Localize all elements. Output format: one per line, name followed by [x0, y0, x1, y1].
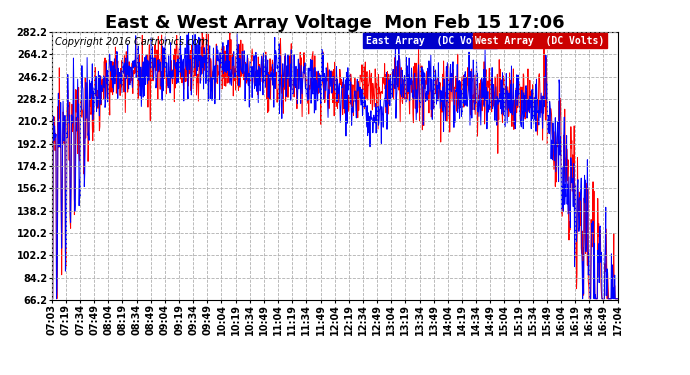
Text: East Array  (DC Volts): East Array (DC Volts) [366, 36, 495, 46]
Title: East & West Array Voltage  Mon Feb 15 17:06: East & West Array Voltage Mon Feb 15 17:… [105, 14, 564, 32]
Text: West Array  (DC Volts): West Array (DC Volts) [475, 36, 604, 46]
Text: Copyright 2016 Cartronics.com: Copyright 2016 Cartronics.com [55, 37, 208, 47]
